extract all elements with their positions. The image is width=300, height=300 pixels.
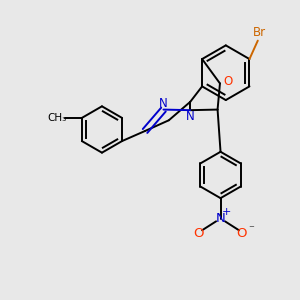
Text: N: N (186, 110, 195, 123)
Text: N: N (216, 212, 225, 226)
Text: +: + (222, 207, 231, 218)
Text: N: N (159, 97, 168, 110)
Text: O: O (237, 227, 247, 240)
Text: O: O (224, 75, 233, 88)
Text: O: O (193, 227, 204, 240)
Text: CH₃: CH₃ (47, 113, 66, 123)
Text: ⁻: ⁻ (248, 224, 254, 234)
Text: Br: Br (253, 26, 266, 39)
